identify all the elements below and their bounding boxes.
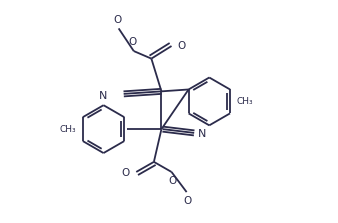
Text: CH₃: CH₃ [59, 125, 76, 134]
Text: O: O [128, 37, 137, 47]
Text: O: O [169, 176, 177, 186]
Text: O: O [178, 41, 186, 51]
Text: O: O [184, 196, 192, 206]
Text: O: O [122, 168, 130, 178]
Text: N: N [198, 129, 206, 139]
Text: O: O [113, 15, 121, 25]
Text: N: N [99, 91, 107, 101]
Text: CH₃: CH₃ [237, 97, 254, 106]
